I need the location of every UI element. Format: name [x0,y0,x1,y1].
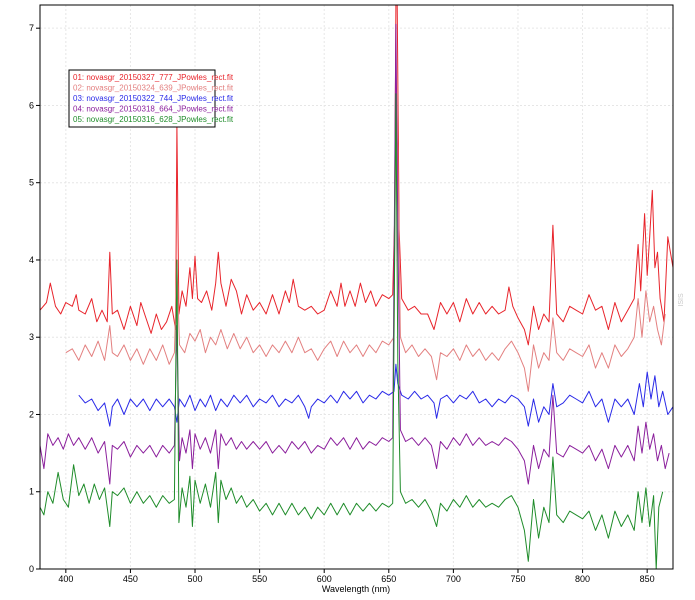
y-tick-label: 4 [29,255,34,265]
y-tick-label: 0 [29,564,34,574]
y-tick-label: 3 [29,332,34,342]
legend: 01: novasgr_20150327_777_JPowles_rect.fi… [68,69,234,128]
y-tick-label: 6 [29,100,34,110]
series-line-1 [40,5,673,346]
legend-entry: 05: novasgr_20150316_628_JPowles_rect.fi… [73,115,234,124]
legend-entry: 04: novasgr_20150318_664_JPowles_rect.fi… [73,105,234,114]
y-tick-label: 2 [29,409,34,419]
legend-box [68,69,216,128]
x-axis: 400 450 500 550 600 650 700 750 800 850 [58,569,655,584]
legend-entry: 01: novasgr_20150327_777_JPowles_rect.fi… [73,73,234,82]
plot-frame [39,4,674,570]
legend-entry: 02: novasgr_20150324_639_JPowles_rect.fi… [73,84,234,93]
y-tick-label: 7 [29,23,34,33]
series-layer [40,5,673,569]
y-tick-label: 5 [29,178,34,188]
x-tick-label: 800 [575,574,590,584]
x-tick-label: 500 [188,574,203,584]
series-line-5 [40,93,664,569]
x-tick-label: 450 [123,574,138,584]
x-tick-label: 650 [381,574,396,584]
series-line-4 [40,23,670,485]
y-axis: 0 1 2 3 4 5 6 7 [29,23,40,574]
x-tick-label: 700 [446,574,461,584]
x-tick-label: 750 [510,574,525,584]
x-tick-label: 550 [252,574,267,584]
x-tick-label: 600 [317,574,332,584]
x-tick-label: 400 [58,574,73,584]
series-line-2 [65,97,666,392]
y-tick-label: 1 [29,487,34,497]
legend-entry: 03: novasgr_20150322_744_JPowles_rect.fi… [73,94,234,103]
x-tick-label: 850 [640,574,655,584]
watermark: ISIS [678,293,685,307]
x-axis-title: Wavelength (nm) [322,584,390,594]
